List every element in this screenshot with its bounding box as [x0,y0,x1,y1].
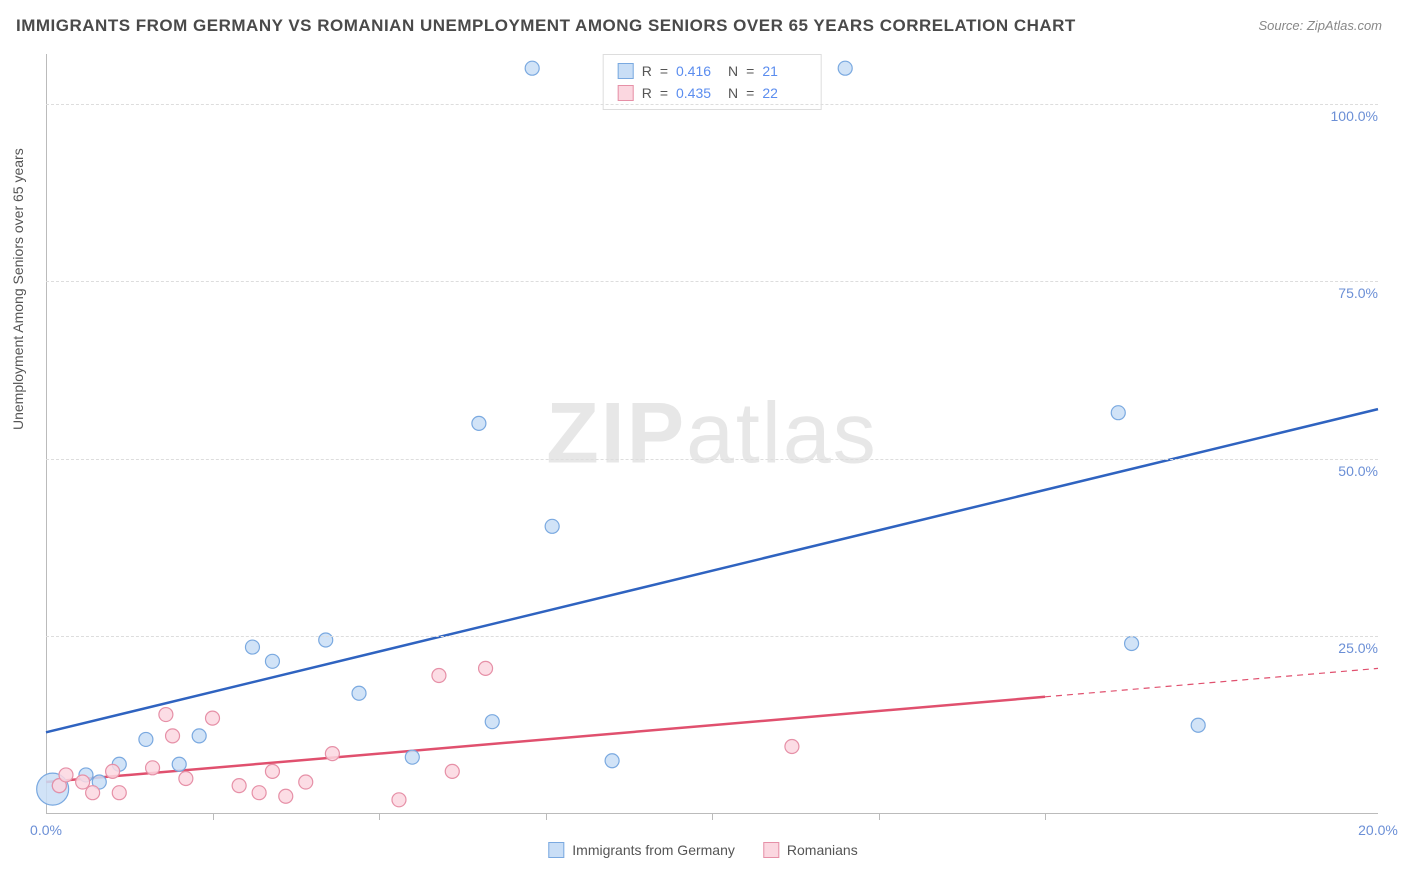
r-label: R [642,60,652,82]
source-attribution: Source: ZipAtlas.com [1258,18,1382,33]
y-tick-label: 100.0% [1331,108,1378,124]
x-tick-mark [1045,814,1046,820]
y-axis-label: Unemployment Among Seniors over 65 years [10,148,26,430]
y-tick-label: 25.0% [1338,640,1378,656]
chart-plot-area: ZIPatlas R = 0.416 N = 21 R = 0.435 N = … [46,54,1378,814]
y-tick-label: 75.0% [1338,285,1378,301]
x-tick-max: 20.0% [1358,822,1398,838]
legend-item-germany: Immigrants from Germany [548,842,735,858]
eq: = [660,60,668,82]
legend-row-romanians: R = 0.435 N = 22 [618,82,807,104]
eq: = [660,82,668,104]
r-value-romanians: 0.435 [676,82,720,104]
legend-item-romanians: Romanians [763,842,858,858]
x-tick-mark [379,814,380,820]
series-legend: Immigrants from Germany Romanians [548,842,857,858]
n-label: N [728,82,738,104]
legend-label-germany: Immigrants from Germany [572,842,735,858]
r-label: R [642,82,652,104]
swatch-romanians [618,85,634,101]
x-tick-mark [712,814,713,820]
eq: = [746,82,754,104]
eq: = [746,60,754,82]
correlation-legend: R = 0.416 N = 21 R = 0.435 N = 22 [603,54,822,110]
swatch-romanians-icon [763,842,779,858]
r-value-germany: 0.416 [676,60,720,82]
n-label: N [728,60,738,82]
x-tick-mark [879,814,880,820]
legend-row-germany: R = 0.416 N = 21 [618,60,807,82]
x-tick-mark [213,814,214,820]
x-tick-min: 0.0% [30,822,62,838]
gridline [46,281,1378,282]
n-value-romanians: 22 [762,82,806,104]
chart-svg [46,54,1378,814]
x-tick-mark [546,814,547,820]
chart-title: IMMIGRANTS FROM GERMANY VS ROMANIAN UNEM… [16,16,1076,36]
swatch-germany-icon [548,842,564,858]
legend-label-romanians: Romanians [787,842,858,858]
gridline [46,636,1378,637]
swatch-germany [618,63,634,79]
y-tick-label: 50.0% [1338,463,1378,479]
gridline [46,104,1378,105]
gridline [46,459,1378,460]
n-value-germany: 21 [762,60,806,82]
